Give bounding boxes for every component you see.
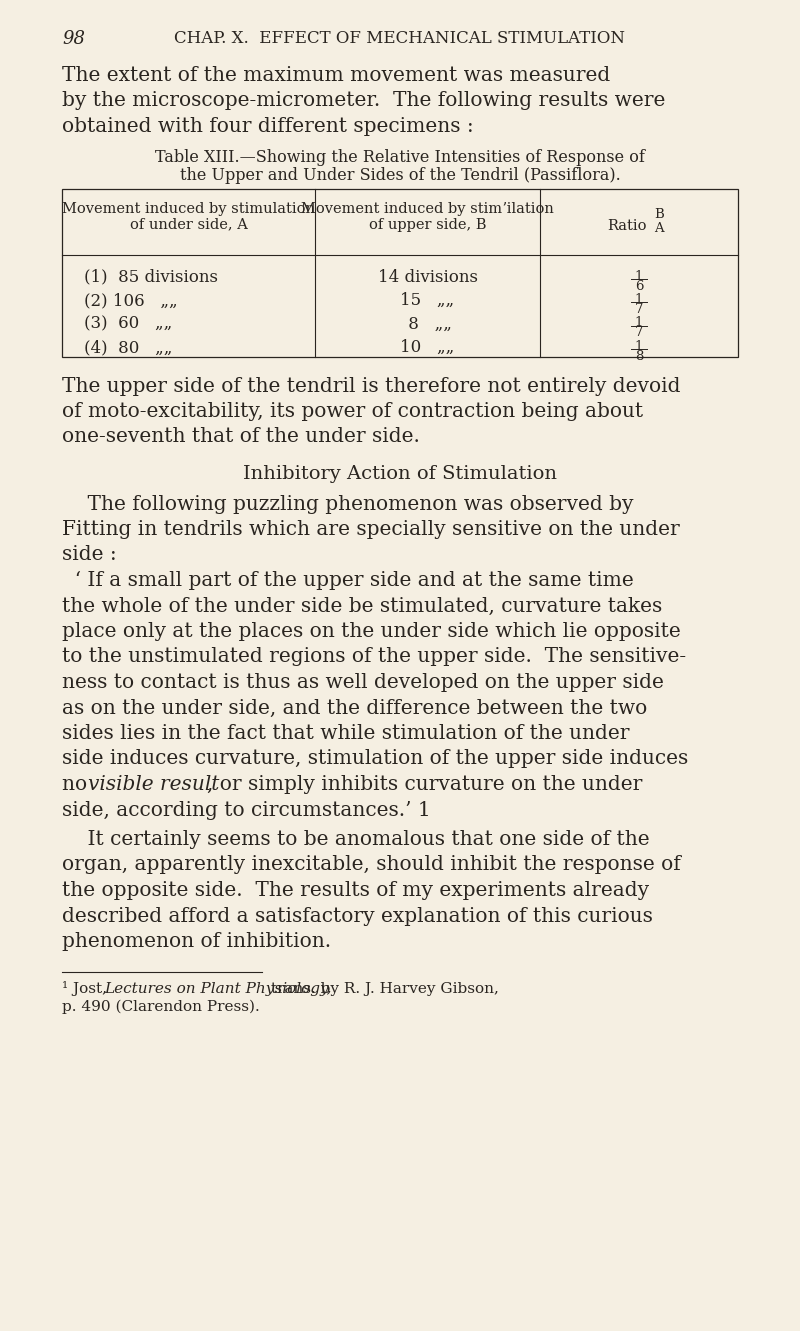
Text: 14 divisions: 14 divisions xyxy=(378,269,478,286)
Text: visible result: visible result xyxy=(88,775,219,795)
Text: , or simply inhibits curvature on the under: , or simply inhibits curvature on the un… xyxy=(207,775,642,795)
Text: (4)  80   „„: (4) 80 „„ xyxy=(84,339,172,355)
Text: Lectures on Plant Physiology,: Lectures on Plant Physiology, xyxy=(104,981,331,996)
Text: organ, apparently inexcitable, should inhibit the response of: organ, apparently inexcitable, should in… xyxy=(62,856,681,874)
Text: 1: 1 xyxy=(635,339,643,353)
Text: ness to contact is thus as well developed on the upper side: ness to contact is thus as well develope… xyxy=(62,673,664,692)
Text: (1)  85 divisions: (1) 85 divisions xyxy=(84,269,218,286)
Text: 7: 7 xyxy=(634,303,643,315)
Text: The following puzzling phenomenon was observed by: The following puzzling phenomenon was ob… xyxy=(62,495,634,514)
Text: side induces curvature, stimulation of the upper side induces: side induces curvature, stimulation of t… xyxy=(62,749,688,768)
Text: 8: 8 xyxy=(635,350,643,363)
Text: 6: 6 xyxy=(634,280,643,293)
Text: of under side, A: of under side, A xyxy=(130,217,247,232)
Text: It certainly seems to be anomalous that one side of the: It certainly seems to be anomalous that … xyxy=(62,831,650,849)
Text: as on the under side, and the difference between the two: as on the under side, and the difference… xyxy=(62,699,647,717)
Text: CHAP. X.  EFFECT OF MECHANICAL STIMULATION: CHAP. X. EFFECT OF MECHANICAL STIMULATIO… xyxy=(174,31,626,47)
Text: 15   „„: 15 „„ xyxy=(401,291,454,309)
Text: of upper side, B: of upper side, B xyxy=(369,217,486,232)
Text: 1: 1 xyxy=(635,293,643,306)
Text: Table XIII.—Showing the Relative Intensities of Response of: Table XIII.—Showing the Relative Intensi… xyxy=(155,149,645,165)
Text: obtained with four different specimens :: obtained with four different specimens : xyxy=(62,117,474,136)
Text: no: no xyxy=(62,775,94,795)
Text: 10   „„: 10 „„ xyxy=(400,339,454,355)
Text: 7: 7 xyxy=(634,326,643,339)
Text: side :: side : xyxy=(62,546,117,564)
Bar xyxy=(62,189,738,357)
Text: Ratio: Ratio xyxy=(607,218,646,233)
Text: A: A xyxy=(654,222,664,236)
Text: described afford a satisfactory explanation of this curious: described afford a satisfactory explanat… xyxy=(62,906,653,925)
Text: 1: 1 xyxy=(635,317,643,330)
Text: p. 490 (Clarendon Press).: p. 490 (Clarendon Press). xyxy=(62,1000,260,1014)
Text: place only at the places on the under side which lie opposite: place only at the places on the under si… xyxy=(62,622,681,642)
Text: 98: 98 xyxy=(62,31,85,48)
Text: the opposite side.  The results of my experiments already: the opposite side. The results of my exp… xyxy=(62,881,649,900)
Text: ‘ If a small part of the upper side and at the same time: ‘ If a small part of the upper side and … xyxy=(62,571,634,590)
Text: Inhibitory Action of Stimulation: Inhibitory Action of Stimulation xyxy=(243,465,557,483)
Text: Movement induced by stimulation: Movement induced by stimulation xyxy=(62,202,315,217)
Text: side, according to circumstances.’ 1: side, according to circumstances.’ 1 xyxy=(62,800,430,820)
Text: sides lies in the fact that while stimulation of the under: sides lies in the fact that while stimul… xyxy=(62,724,630,743)
Text: 1: 1 xyxy=(635,269,643,282)
Text: phenomenon of inhibition.: phenomenon of inhibition. xyxy=(62,932,331,952)
Text: Movement induced by stimʼilation: Movement induced by stimʼilation xyxy=(301,202,554,217)
Text: The extent of the maximum movement was measured: The extent of the maximum movement was m… xyxy=(62,67,610,85)
Text: B: B xyxy=(654,209,664,221)
Text: the whole of the under side be stimulated, curvature takes: the whole of the under side be stimulate… xyxy=(62,596,662,615)
Text: Fitting in tendrils which are specially sensitive on the under: Fitting in tendrils which are specially … xyxy=(62,520,680,539)
Text: trans. by R. J. Harvey Gibson,: trans. by R. J. Harvey Gibson, xyxy=(266,981,499,996)
Text: 8   „„: 8 „„ xyxy=(403,315,452,333)
Text: ¹ Jost,: ¹ Jost, xyxy=(62,981,112,997)
Text: to the unstimulated regions of the upper side.  The sensitive-: to the unstimulated regions of the upper… xyxy=(62,647,686,667)
Text: one-seventh that of the under side.: one-seventh that of the under side. xyxy=(62,427,420,446)
Text: of moto-excitability, its power of contraction being about: of moto-excitability, its power of contr… xyxy=(62,402,643,421)
Text: by the microscope-micrometer.  The following results were: by the microscope-micrometer. The follow… xyxy=(62,92,666,110)
Text: The upper side of the tendril is therefore not entirely devoid: The upper side of the tendril is therefo… xyxy=(62,377,681,395)
Text: (2) 106   „„: (2) 106 „„ xyxy=(84,291,178,309)
Text: (3)  60   „„: (3) 60 „„ xyxy=(84,315,172,333)
Text: the Upper and Under Sides of the Tendril (Passiflora).: the Upper and Under Sides of the Tendril… xyxy=(180,166,620,184)
